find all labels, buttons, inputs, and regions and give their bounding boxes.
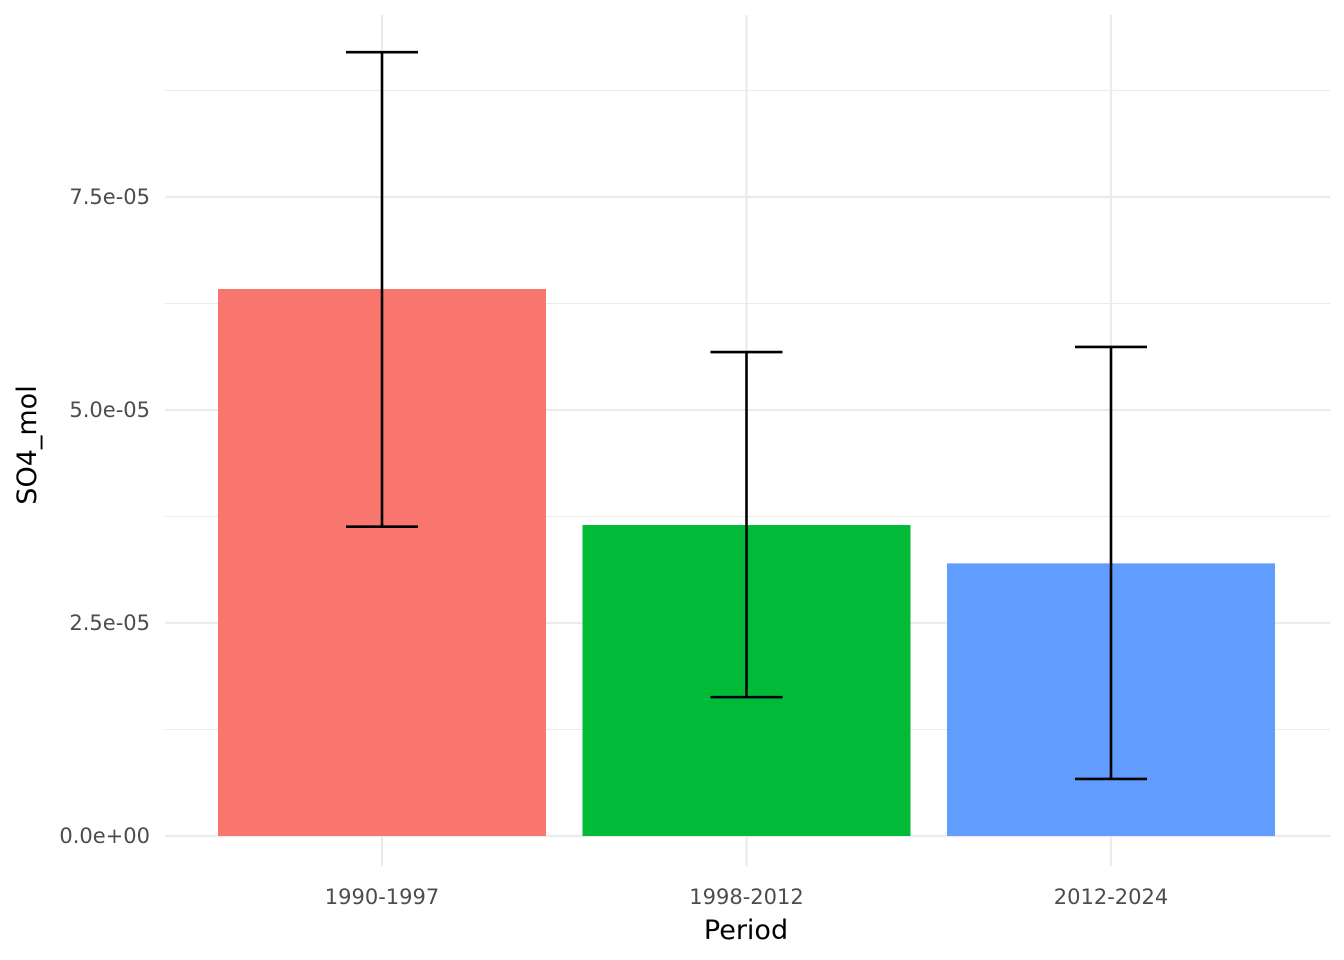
y-axis-ticks: 0.0e+00 2.5e-05 5.0e-05 7.5e-05: [59, 185, 150, 848]
y-tick-label: 5.0e-05: [69, 398, 150, 422]
y-tick-label: 0.0e+00: [59, 824, 150, 848]
error-bar-1998-2012: [710, 350, 783, 699]
x-axis-ticks: 1990-1997 1998-2012 2012-2024: [325, 885, 1168, 909]
x-tick-label: 2012-2024: [1054, 885, 1168, 909]
y-tick-label: 2.5e-05: [69, 611, 150, 635]
x-tick-label: 1990-1997: [325, 885, 439, 909]
y-tick-label: 7.5e-05: [69, 185, 150, 209]
error-bars: [346, 50, 1147, 781]
x-axis-title: Period: [704, 915, 788, 946]
error-bar-1990-1997: [346, 50, 418, 529]
y-axis-title: SO4_mol: [12, 385, 43, 504]
x-tick-label: 1998-2012: [689, 885, 803, 909]
error-bar-2012-2024: [1075, 345, 1147, 781]
